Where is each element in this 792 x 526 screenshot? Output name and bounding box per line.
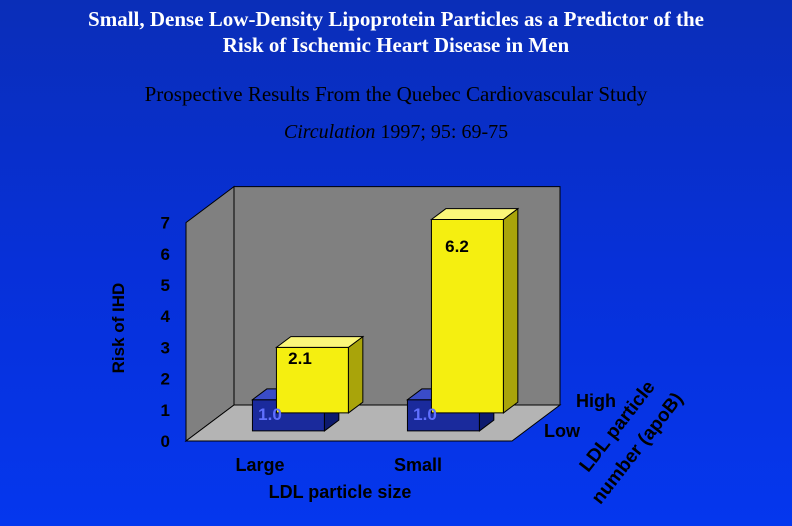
chart-title: Small, Dense Low-Density Lipoprotein Par… [0,6,792,58]
y-tick-label: 4 [161,307,171,326]
chart-subtitle: Prospective Results From the Quebec Card… [144,82,648,106]
depth-tick-label: Low [544,421,581,441]
x-category-label: Small [394,455,442,475]
bar-side [347,335,364,414]
bar-top [274,336,365,348]
y-tick-label: 1 [161,401,170,420]
chart-title-line1: Small, Dense Low-Density Lipoprotein Par… [88,7,704,31]
bar-side [502,207,519,414]
bar-data-label: 1.0 [413,405,437,424]
y-tick-label: 6 [161,245,170,264]
y-axis-label: Risk of IHD [109,283,128,374]
citation-journal: Circulation [283,121,376,143]
x-axis-label: LDL particle size [269,482,412,502]
bar-data-label: 6.2 [445,237,469,256]
x-category-label: Large [235,455,284,475]
y-tick-label: 0 [161,432,170,451]
citation: Circulation 1997; 95: 69-75 [0,121,792,144]
y-tick-label: 7 [161,214,170,233]
chart-title-line2: Risk of Ischemic Heart Disease in Men [222,33,570,57]
citation-reference: 1997; 95: 69-75 [375,121,509,143]
bar-data-label: 2.1 [288,349,312,368]
y-tick-label: 2 [161,370,170,389]
chart-side-wall [185,185,235,442]
y-tick-label: 3 [161,338,170,357]
depth-tick-label: High [576,391,616,411]
y-tick-label: 5 [161,276,170,295]
bar-data-label: 1.0 [258,405,282,424]
bar-top [429,208,520,220]
